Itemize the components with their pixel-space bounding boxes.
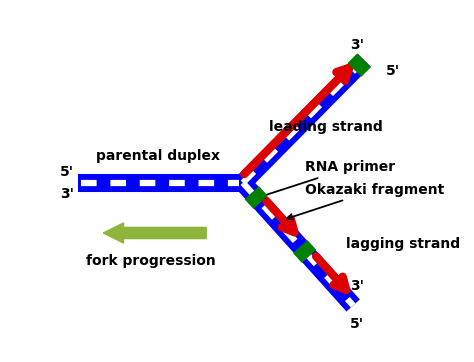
- Text: RNA primer: RNA primer: [259, 160, 395, 198]
- Text: 5': 5': [350, 317, 364, 331]
- Text: leading strand: leading strand: [269, 120, 383, 134]
- Text: 3': 3': [350, 38, 364, 52]
- Text: 3': 3': [350, 279, 364, 293]
- Text: Okazaki fragment: Okazaki fragment: [287, 183, 445, 219]
- Text: fork progression: fork progression: [86, 254, 216, 268]
- Text: 5': 5': [386, 64, 401, 78]
- Text: parental duplex: parental duplex: [96, 149, 220, 163]
- Text: lagging strand: lagging strand: [346, 237, 460, 251]
- Text: 5': 5': [60, 165, 74, 179]
- Text: 3': 3': [60, 187, 74, 201]
- FancyArrow shape: [103, 223, 206, 243]
